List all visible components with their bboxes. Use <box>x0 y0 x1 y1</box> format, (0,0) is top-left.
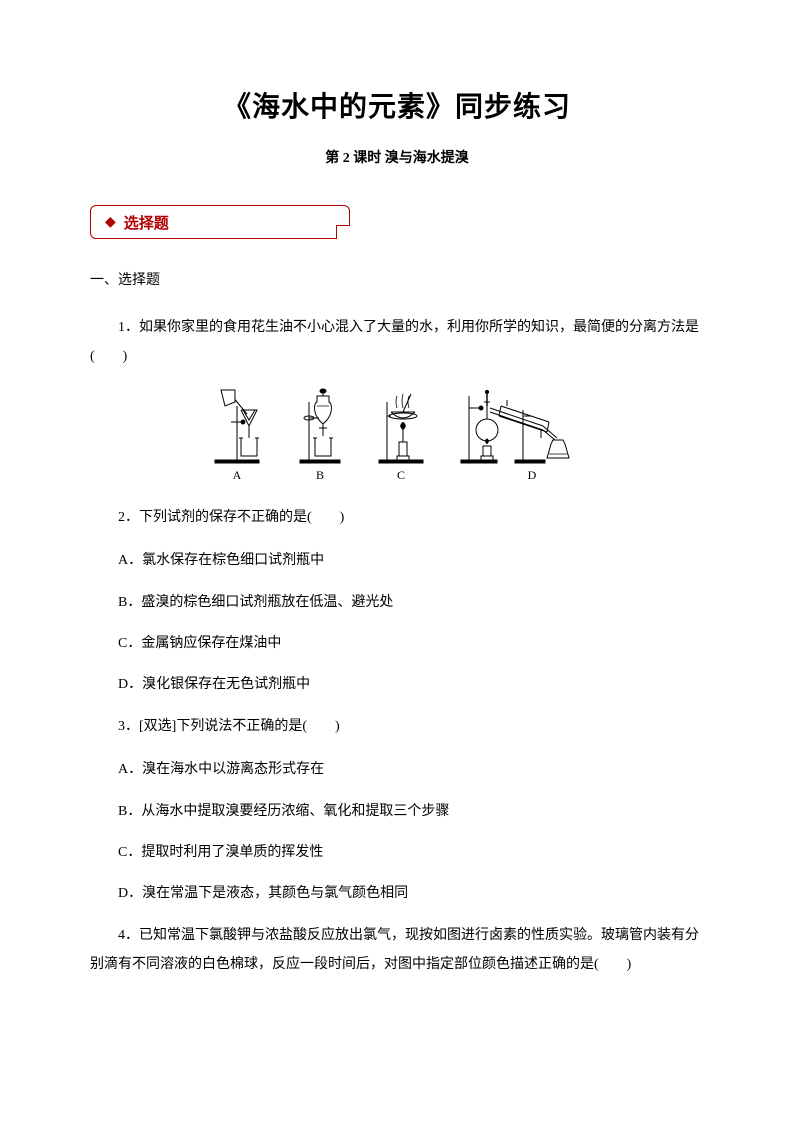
apparatus-d: D <box>457 386 587 483</box>
question-2-option-d: D．溴化银保存在无色试剂瓶中 <box>90 670 704 699</box>
separating-funnel-icon <box>295 386 345 464</box>
distillation-icon <box>457 386 587 464</box>
question-1-figure: A <box>90 386 704 483</box>
question-2-option-a: A．氯水保存在棕色细口试剂瓶中 <box>90 546 704 575</box>
question-1: 1．如果你家里的食用花生油不小心混入了大量的水，利用你所学的知识，最简便的分离方… <box>90 313 704 372</box>
question-2: 2．下列试剂的保存不正确的是( ) <box>90 503 704 532</box>
corner-decoration <box>336 225 350 239</box>
section-label: 一、选择题 <box>90 269 704 289</box>
section-tag-text: 选择题 <box>124 212 169 233</box>
question-2-option-b: B．盛溴的棕色细口试剂瓶放在低温、避光处 <box>90 588 704 617</box>
apparatus-b: B <box>295 386 345 483</box>
question-3-option-b: B．从海水中提取溴要经历浓缩、氧化和提取三个步骤 <box>90 797 704 826</box>
question-3-option-d: D．溴在常温下是液态，其颜色与氯气颜色相同 <box>90 879 704 908</box>
question-3: 3．[双选]下列说法不正确的是( ) <box>90 712 704 741</box>
apparatus-label-b: B <box>316 468 324 483</box>
section-tag: ◆ 选择题 <box>90 205 350 239</box>
question-2-option-c: C．金属钠应保存在煤油中 <box>90 629 704 658</box>
diamond-icon: ◆ <box>105 214 116 231</box>
page-title: 《海水中的元素》同步练习 <box>90 85 704 125</box>
filtration-icon <box>207 386 267 464</box>
apparatus-c: C <box>373 386 429 483</box>
evaporation-icon <box>373 386 429 464</box>
apparatus-label-c: C <box>397 468 405 483</box>
apparatus-label-d: D <box>528 468 537 483</box>
section-tag-container: ◆ 选择题 <box>90 205 704 239</box>
question-3-option-a: A．溴在海水中以游离态形式存在 <box>90 755 704 784</box>
apparatus-a: A <box>207 386 267 483</box>
question-3-option-c: C．提取时利用了溴单质的挥发性 <box>90 838 704 867</box>
question-4: 4．已知常温下氯酸钾与浓盐酸反应放出氯气，现按如图进行卤素的性质实验。玻璃管内装… <box>90 921 704 980</box>
apparatus-label-a: A <box>233 468 242 483</box>
page-subtitle: 第 2 课时 溴与海水提溴 <box>90 147 704 167</box>
